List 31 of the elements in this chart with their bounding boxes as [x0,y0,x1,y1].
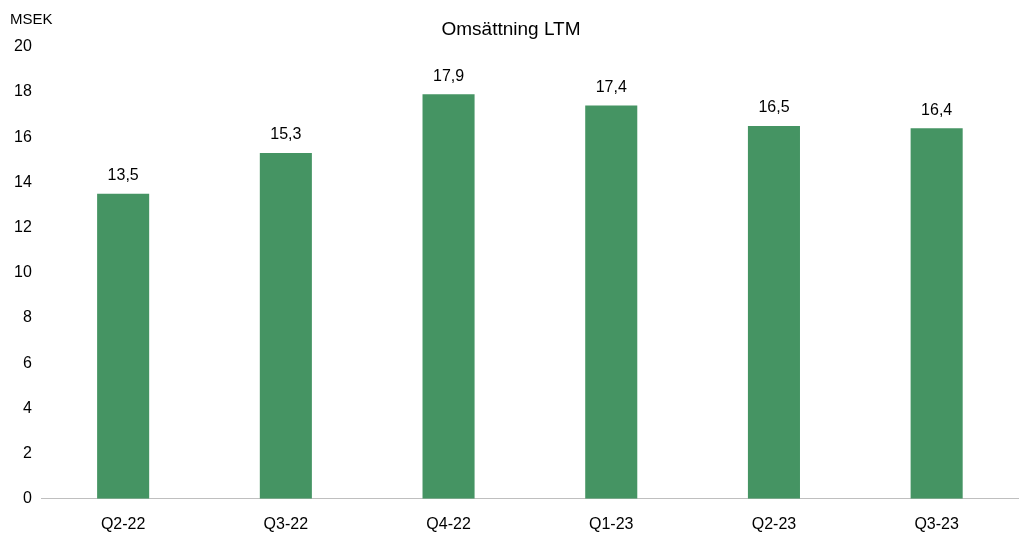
x-tick-label: Q2-23 [751,514,797,532]
x-tick-label: Q2-22 [100,514,146,532]
y-tick-label: 0 [22,489,32,507]
x-tick-label: Q1-23 [589,514,634,532]
y-axis-title: MSEK [10,9,53,27]
data-label: 15,3 [270,125,302,143]
bar [585,105,638,499]
chart-title: Omsättning LTM [441,17,581,39]
x-tick-label: Q3-23 [914,514,959,532]
y-tick-label: 6 [22,353,32,371]
y-tick-label: 4 [22,398,32,416]
bar [910,128,963,499]
y-tick-label: 12 [14,218,32,236]
data-label: 17,4 [595,77,627,95]
y-tick-label: 2 [22,444,32,462]
y-tick-label: 10 [14,263,32,281]
bar [97,193,150,499]
y-tick-label: 20 [14,37,32,55]
bar [259,153,312,499]
y-tick-label: 16 [14,127,32,145]
data-label: 13,5 [107,166,139,184]
data-label: 16,5 [758,98,790,116]
x-tick-label: Q3-22 [263,514,309,532]
bar [422,94,475,499]
y-tick-label: 14 [14,172,32,190]
x-tick-label: Q4-22 [426,514,471,532]
data-label: 16,4 [921,100,953,118]
data-label: 17,9 [432,66,465,84]
y-tick-label: 18 [14,82,32,100]
y-tick-label: 8 [22,308,32,326]
bar [747,125,800,499]
